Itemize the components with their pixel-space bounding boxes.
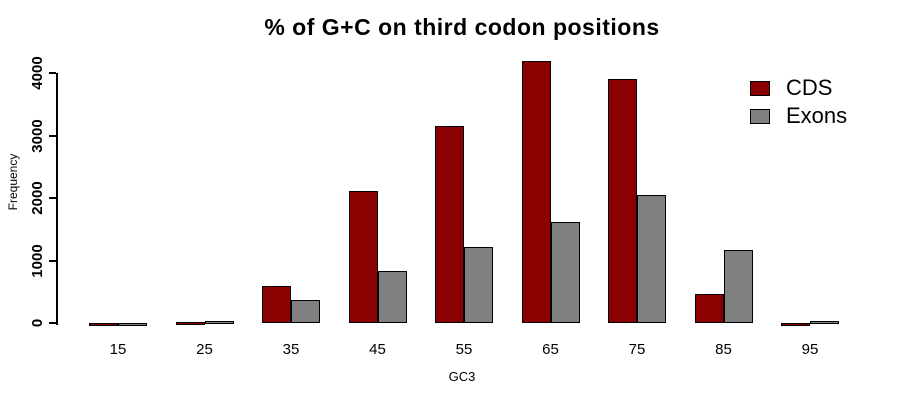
legend-swatch-exons <box>750 108 770 124</box>
bar-cds-35 <box>262 286 291 323</box>
legend-label: CDS <box>786 75 833 100</box>
y-tick-label: 0 <box>29 318 46 328</box>
y-tick-label: 4000 <box>29 56 46 90</box>
legend-item-cds: CDS <box>750 74 847 102</box>
y-tick-mark <box>49 259 56 262</box>
x-axis-title: GC3 <box>448 369 476 384</box>
x-tick-label: 35 <box>282 341 300 358</box>
x-tick-label: 75 <box>628 341 646 358</box>
legend-item-exons: Exons <box>750 102 847 130</box>
bar-cds-65 <box>521 60 551 323</box>
bar-cds-45 <box>348 190 378 323</box>
bar-exons-95 <box>810 321 839 325</box>
y-axis-line <box>56 73 58 325</box>
chart-title: % of G+C on third codon positions <box>264 14 660 40</box>
x-tick-label: 85 <box>715 341 732 358</box>
y-tick-mark <box>49 197 56 199</box>
legend-swatch-cds <box>750 80 770 96</box>
x-tick-label: 65 <box>542 341 559 358</box>
x-tick-label: 55 <box>455 341 473 358</box>
x-tick-label: 25 <box>196 341 213 358</box>
bar-exons-75 <box>637 194 666 323</box>
y-tick-mark <box>49 322 56 324</box>
x-tick-label: 15 <box>109 341 127 358</box>
y-tick-label: 1000 <box>29 243 46 278</box>
x-tick-label: 45 <box>369 341 386 358</box>
bar-cds-15 <box>89 322 118 326</box>
x-tick-label: 95 <box>801 341 819 358</box>
bar-cds-75 <box>608 79 637 323</box>
y-tick-mark <box>49 134 56 137</box>
bar-exons-35 <box>291 299 320 323</box>
bar-exons-55 <box>464 246 493 323</box>
bar-cds-85 <box>694 294 724 323</box>
bar-exons-15 <box>118 322 147 326</box>
bar-cds-95 <box>781 322 810 326</box>
legend-label: Exons <box>786 103 848 128</box>
bar-exons-45 <box>377 271 407 323</box>
bar-exons-85 <box>723 249 753 323</box>
legend: CDS Exons <box>750 74 847 130</box>
bar-cds-55 <box>435 126 464 323</box>
y-tick-label: 2000 <box>29 181 46 215</box>
y-tick-label: 3000 <box>29 118 46 153</box>
bar-exons-65 <box>550 221 580 323</box>
y-tick-mark <box>49 72 56 74</box>
bar-cds-25 <box>175 322 205 326</box>
bar-exons-25 <box>204 320 234 324</box>
